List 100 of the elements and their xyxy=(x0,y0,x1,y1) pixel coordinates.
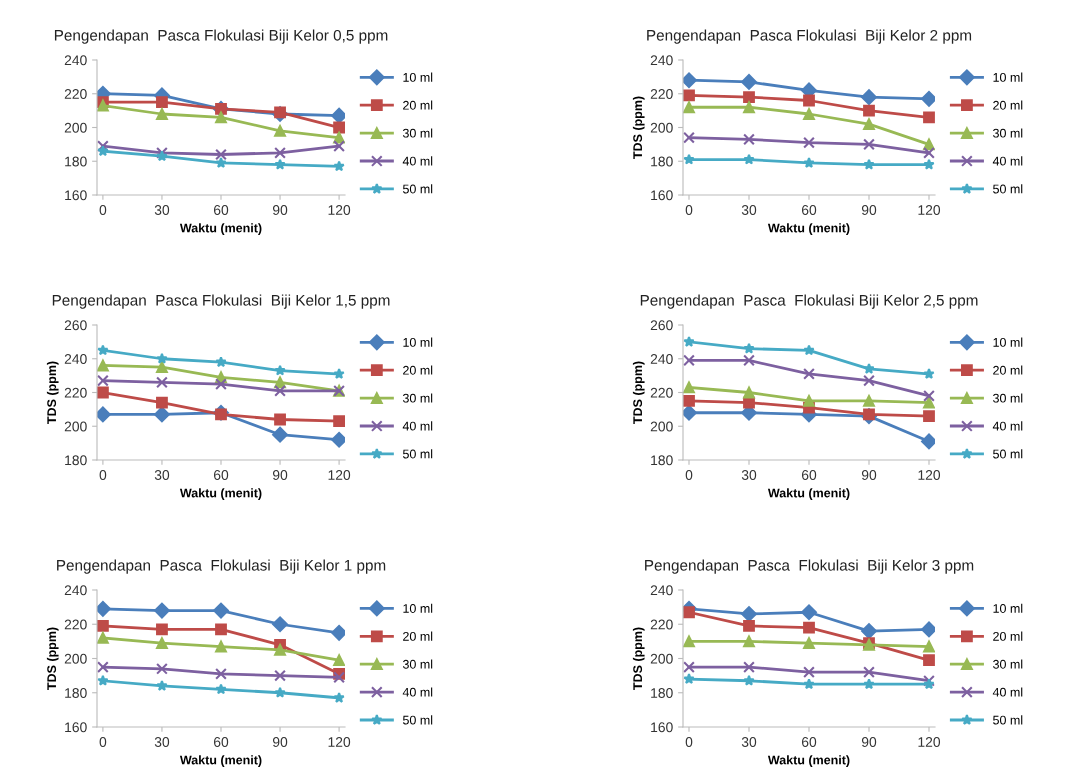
chart-title: Pengendapan Pasca Flokulasi Biji Kelor 1,5 ppm xyxy=(52,294,390,309)
y-tick-label: 180 xyxy=(651,156,673,167)
legend-label: 10 ml xyxy=(403,603,433,613)
legend-label: 50 ml xyxy=(993,715,1023,725)
x-tick-label: 120 xyxy=(328,737,351,747)
y-axis-title: TDS (ppm) xyxy=(632,96,645,159)
legend-label: 20 ml xyxy=(993,631,1023,641)
chart-title: Pengendapan Pasca Flokulasi Biji Kelor 1 ppm xyxy=(57,559,386,574)
y-tick-label: 160 xyxy=(651,722,673,733)
legend-label: 50 ml xyxy=(993,184,1023,194)
x-tick-label: 90 xyxy=(272,205,288,215)
x-tick-label: 90 xyxy=(861,205,877,215)
x-axis-title: Waktu (menit) xyxy=(767,223,850,235)
y-axis-title: TDS (ppm) xyxy=(632,627,645,690)
x-tick-label: 60 xyxy=(801,205,817,215)
y-axis-title: TDS (ppm) xyxy=(632,361,645,424)
y-tick-label: 160 xyxy=(651,190,673,201)
x-tick-label: 120 xyxy=(918,205,941,215)
x-tick-label: 0 xyxy=(685,737,693,747)
x-tick-label: 0 xyxy=(685,470,693,480)
x-tick-label: 120 xyxy=(918,737,941,747)
legend-label: 10 ml xyxy=(993,337,1023,347)
x-tick-label: 30 xyxy=(154,470,170,480)
y-tick-label: 160 xyxy=(65,722,87,733)
legend-label: 20 ml xyxy=(403,631,433,641)
x-tick-label: 60 xyxy=(801,737,817,747)
x-tick-label: 120 xyxy=(918,470,941,480)
y-tick-label: 160 xyxy=(65,190,87,201)
x-tick-label: 90 xyxy=(272,737,288,747)
legend-label: 40 ml xyxy=(992,421,1023,431)
y-tick-label: 220 xyxy=(64,387,87,398)
legend-label: 50 ml xyxy=(402,184,433,194)
legend-label: 40 ml xyxy=(992,156,1023,166)
y-tick-label: 240 xyxy=(64,354,87,364)
legend-label: 20 ml xyxy=(403,100,433,110)
y-tick-label: 260 xyxy=(650,320,673,331)
legend-label: 10 ml xyxy=(403,337,433,347)
legend-label: 30 ml xyxy=(402,393,433,403)
y-axis-title: TDS (ppm) xyxy=(46,627,59,690)
y-tick-label: 240 xyxy=(64,55,87,66)
x-tick-label: 30 xyxy=(741,470,757,480)
y-tick-label: 240 xyxy=(650,354,673,364)
legend-label: 50 ml xyxy=(402,449,433,459)
chart-title: Pengendapan Pasca Flokulasi Biji Kelor 2,5 ppm xyxy=(640,294,978,309)
legend-label: 10 ml xyxy=(403,72,433,82)
x-tick-label: 120 xyxy=(328,205,351,215)
x-tick-label: 60 xyxy=(801,470,817,480)
legend-label: 10 ml xyxy=(993,603,1023,613)
x-axis-title: Waktu (menit) xyxy=(179,223,262,235)
legend-label: 30 ml xyxy=(993,128,1023,138)
legend-label: 50 ml xyxy=(993,449,1023,459)
y-tick-label: 200 xyxy=(64,421,87,432)
y-tick-label: 180 xyxy=(651,455,673,466)
x-tick-label: 60 xyxy=(213,470,229,480)
y-tick-label: 200 xyxy=(64,122,87,133)
x-axis-title: Waktu (menit) xyxy=(767,488,850,500)
x-axis-title: Waktu (menit) xyxy=(179,488,262,500)
y-tick-label: 220 xyxy=(650,619,673,630)
x-axis-title: Waktu (menit) xyxy=(767,755,850,767)
x-tick-label: 0 xyxy=(99,470,107,480)
legend-label: 20 ml xyxy=(993,365,1023,375)
y-tick-label: 240 xyxy=(650,585,673,596)
legend-label: 40 ml xyxy=(402,421,433,431)
y-tick-label: 220 xyxy=(64,619,87,630)
x-tick-label: 0 xyxy=(99,737,107,747)
chart-title: Pengendapan Pasca Flokulasi Biji Kelor 2 ppm xyxy=(647,29,972,44)
y-tick-label: 180 xyxy=(65,455,87,466)
chart-title: Pengendapan Pasca Flokulasi Biji Kelor 3 ppm xyxy=(645,559,974,574)
y-tick-label: 240 xyxy=(64,585,87,596)
y-tick-label: 200 xyxy=(650,122,673,133)
chart-title: Pengendapan Pasca Flokulasi Biji Kelor 0,5 ppm xyxy=(54,29,388,44)
y-tick-label: 200 xyxy=(64,653,87,664)
y-tick-label: 200 xyxy=(650,421,673,432)
y-tick-label: 180 xyxy=(65,156,87,167)
legend-label: 30 ml xyxy=(993,393,1023,403)
x-tick-label: 90 xyxy=(272,470,288,480)
legend-label: 20 ml xyxy=(403,365,433,375)
x-tick-label: 120 xyxy=(328,470,351,480)
y-tick-label: 180 xyxy=(65,688,87,698)
x-tick-label: 60 xyxy=(213,737,229,747)
y-tick-label: 220 xyxy=(650,387,673,398)
y-tick-label: 220 xyxy=(64,89,87,99)
y-tick-label: 200 xyxy=(650,653,673,664)
y-tick-label: 220 xyxy=(650,89,673,99)
x-tick-label: 90 xyxy=(861,737,877,747)
y-tick-label: 260 xyxy=(64,320,87,331)
legend-label: 40 ml xyxy=(402,687,433,697)
y-axis-title: TDS (ppm) xyxy=(46,361,59,424)
x-tick-label: 30 xyxy=(741,205,757,215)
legend-label: 50 ml xyxy=(402,715,433,725)
x-tick-label: 30 xyxy=(154,737,170,747)
x-tick-label: 0 xyxy=(685,205,693,215)
legend-label: 40 ml xyxy=(402,156,433,166)
x-axis-title: Waktu (menit) xyxy=(179,755,262,767)
legend-label: 20 ml xyxy=(993,100,1023,110)
legend-label: 30 ml xyxy=(993,659,1023,669)
x-tick-label: 90 xyxy=(861,470,877,480)
x-tick-label: 30 xyxy=(154,205,170,215)
legend-label: 40 ml xyxy=(992,687,1023,697)
legend-label: 30 ml xyxy=(402,128,433,138)
